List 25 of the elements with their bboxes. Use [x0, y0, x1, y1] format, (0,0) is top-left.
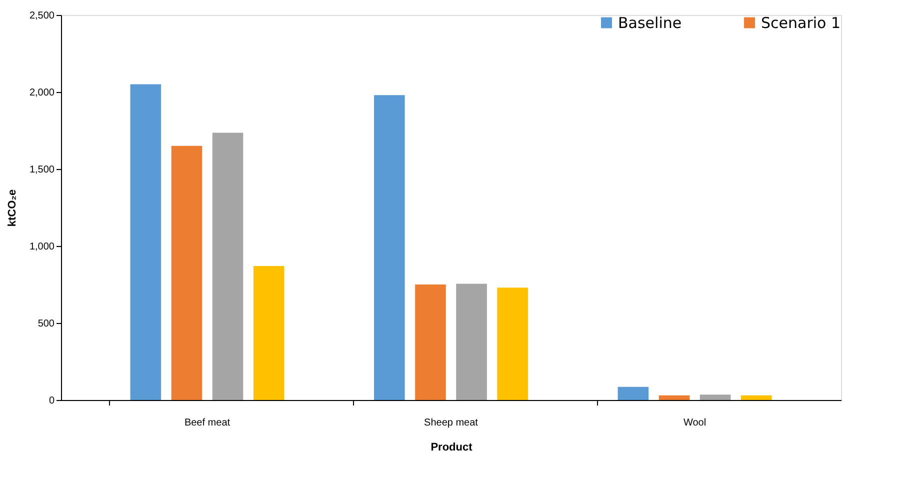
x-tick-label: Sheep meat: [424, 418, 478, 428]
bar: [658, 395, 690, 400]
legend-label: Baseline: [618, 14, 682, 32]
y-axis-title: ktCO₂e: [6, 189, 18, 227]
bar: [497, 288, 528, 400]
bar: [456, 284, 487, 400]
bar: [374, 95, 405, 400]
bar: [212, 132, 244, 400]
y-tick-label: 1,000: [29, 242, 55, 252]
x-axis-title: Product: [430, 442, 473, 454]
x-tick-label: Beef meat: [184, 418, 230, 428]
x-tick-label: Wool: [683, 418, 706, 428]
y-tick-label: 0: [48, 396, 55, 406]
bar: [171, 146, 202, 400]
y-tick-label: 1,500: [29, 164, 55, 176]
bar: [700, 394, 731, 400]
bar: [740, 395, 772, 400]
y-tick-label: 500: [38, 318, 55, 330]
y-tick-label: 2,000: [29, 88, 55, 98]
bar: [130, 84, 162, 400]
bar: [415, 284, 446, 400]
bar: [618, 386, 649, 400]
bar: [253, 266, 284, 400]
y-tick-label: 2,500: [29, 10, 55, 22]
legend-label: Scenario 1: [761, 14, 841, 32]
